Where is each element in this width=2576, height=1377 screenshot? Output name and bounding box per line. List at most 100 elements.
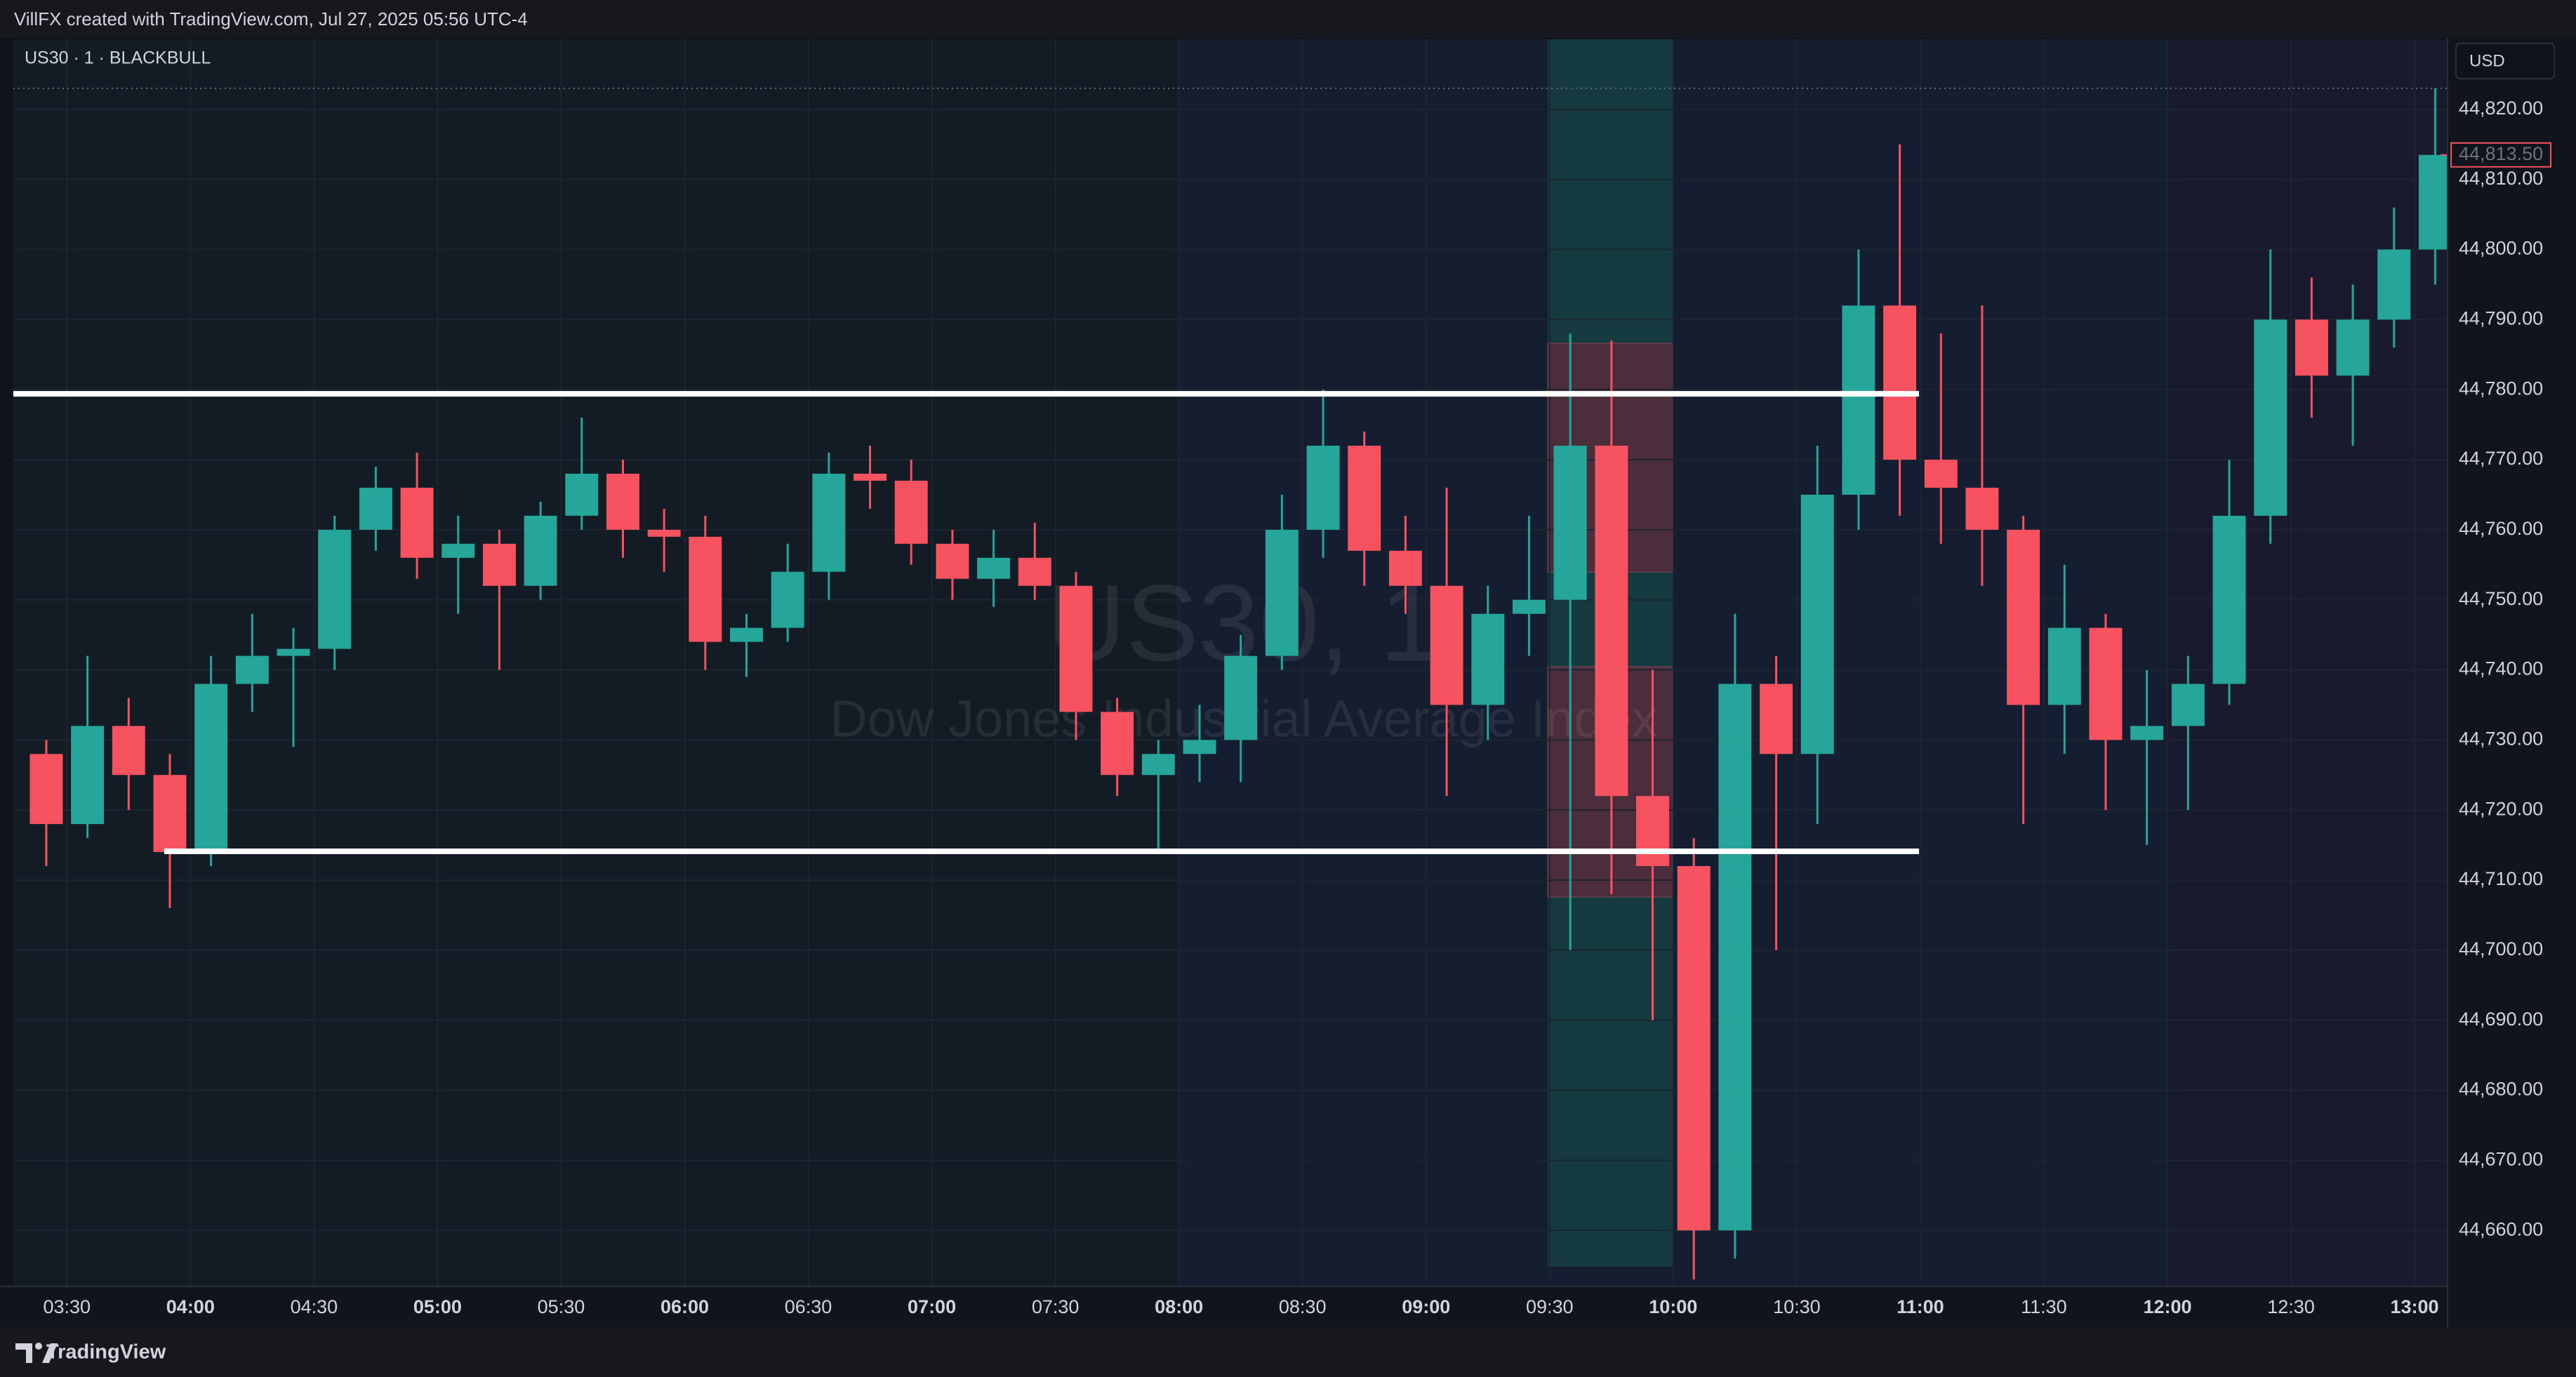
candle-body <box>936 543 969 579</box>
y-tick-label: 44,730.00 <box>2459 728 2543 749</box>
candle-body <box>1965 487 1999 530</box>
candle-body <box>854 473 887 481</box>
candle-body <box>1718 684 1752 1231</box>
x-tick-label: 04:00 <box>166 1296 215 1317</box>
symbol-label: US30 · 1 · BLACKBULL <box>25 48 211 68</box>
candle-body <box>647 529 681 537</box>
x-tick-label: 08:30 <box>1279 1296 1327 1317</box>
x-axis: 03:30 04:00 04:30 05:00 05:30 06:00 06:30 07:00… <box>43 1296 2438 1317</box>
y-tick-label: 44,760.00 <box>2459 518 2543 539</box>
last-price-box <box>2450 142 2551 168</box>
candle-body <box>1471 613 1505 705</box>
x-tick-label: 06:00 <box>660 1296 709 1317</box>
candle-body <box>730 627 763 642</box>
candle-body <box>2295 319 2328 376</box>
candle-body <box>1018 557 1051 586</box>
candle-body <box>2007 529 2040 705</box>
x-tick-label: 10:30 <box>1773 1296 1821 1317</box>
brand-logo <box>15 1343 58 1363</box>
candle-body <box>1306 446 1340 530</box>
candle-body <box>482 543 516 586</box>
x-tick-label: 05:00 <box>413 1296 462 1317</box>
price-axis <box>2448 38 2576 1327</box>
candle-body <box>1183 740 1216 754</box>
levels <box>13 87 2448 855</box>
time-axis <box>0 1286 2448 1327</box>
x-tick-label: 12:00 <box>2143 1296 2191 1317</box>
candle-body <box>1800 494 1834 754</box>
candle-body <box>29 754 63 825</box>
session-region <box>2165 39 2448 1286</box>
candle-body <box>2418 154 2452 250</box>
y-tick-label: 44,740.00 <box>2459 658 2543 679</box>
currency-label[interactable]: USD <box>2469 51 2505 70</box>
candle-body <box>894 480 928 544</box>
candle-body <box>1101 712 1134 776</box>
candle-body <box>1553 446 1587 600</box>
candle-body <box>359 487 392 530</box>
candle-body <box>1512 599 1546 614</box>
candle-body <box>2254 319 2288 516</box>
footer-bar <box>0 1327 2576 1377</box>
candle-body <box>1348 446 1381 551</box>
candle-body <box>2089 627 2123 740</box>
x-tick-label: 07:00 <box>908 1296 956 1317</box>
candle-body <box>2047 627 2081 705</box>
y-tick-label: 44,690.00 <box>2459 1009 2543 1030</box>
candle-body <box>1595 446 1628 797</box>
currency-button[interactable] <box>2455 43 2555 79</box>
grid <box>13 39 2448 1286</box>
y-tick-label: 44,720.00 <box>2459 798 2543 819</box>
y-tick-label: 44,660.00 <box>2459 1218 2543 1239</box>
candle-body <box>318 529 352 649</box>
candle-body <box>153 775 187 853</box>
candle-body <box>235 656 269 684</box>
x-tick-label: 08:00 <box>1155 1296 1203 1317</box>
y-tick-label: 44,820.00 <box>2459 98 2543 119</box>
candle-body <box>565 473 599 516</box>
y-tick-label: 44,680.00 <box>2459 1079 2543 1100</box>
candle-body <box>2377 249 2411 320</box>
candle-body <box>1059 585 1093 712</box>
candle-body <box>1636 796 1669 867</box>
y-tick-label: 44,700.00 <box>2459 938 2543 959</box>
candle-body <box>441 543 475 558</box>
y-tick-label: 44,810.00 <box>2459 168 2543 189</box>
y-tick-label: 44,710.00 <box>2459 868 2543 889</box>
candle-body <box>524 515 557 586</box>
candle-body <box>400 487 434 558</box>
x-tick-label: 06:30 <box>785 1296 832 1317</box>
x-tick-label: 11:00 <box>1897 1296 1944 1317</box>
candle-body <box>1224 656 1258 740</box>
candle-body <box>1430 585 1463 705</box>
header-bar <box>0 0 2576 38</box>
candle-body <box>1883 305 1917 460</box>
last-price-label: 44,813.50 <box>2459 143 2543 164</box>
y-tick-label: 44,670.00 <box>2459 1148 2543 1169</box>
x-tick-label: 09:00 <box>1402 1296 1450 1317</box>
x-tick-label: 11:30 <box>2021 1296 2067 1317</box>
candle-body <box>1924 459 1958 488</box>
candle-body <box>71 726 105 825</box>
candle-body <box>812 473 846 572</box>
candle-body <box>277 648 310 656</box>
candles <box>29 88 2452 1280</box>
footer-brand: TradingView <box>46 1341 166 1364</box>
x-tick-label: 13:00 <box>2391 1296 2439 1317</box>
candle-body <box>2336 319 2370 376</box>
y-tick-label: 44,770.00 <box>2459 448 2543 469</box>
y-tick-label: 44,750.00 <box>2459 588 2543 609</box>
x-tick-label: 03:30 <box>43 1296 91 1317</box>
candle-body <box>1388 550 1422 586</box>
candle-body <box>1141 754 1175 776</box>
candle-body <box>194 684 228 853</box>
candle-body <box>1265 529 1299 656</box>
candle-body <box>1677 866 1711 1231</box>
candle-body <box>771 571 804 628</box>
candle-body <box>1760 684 1793 754</box>
x-tick-label: 12:30 <box>2267 1296 2315 1317</box>
header-text: VillFX created with TradingView.com, Jul… <box>14 8 528 29</box>
x-tick-label: 04:30 <box>291 1296 338 1317</box>
